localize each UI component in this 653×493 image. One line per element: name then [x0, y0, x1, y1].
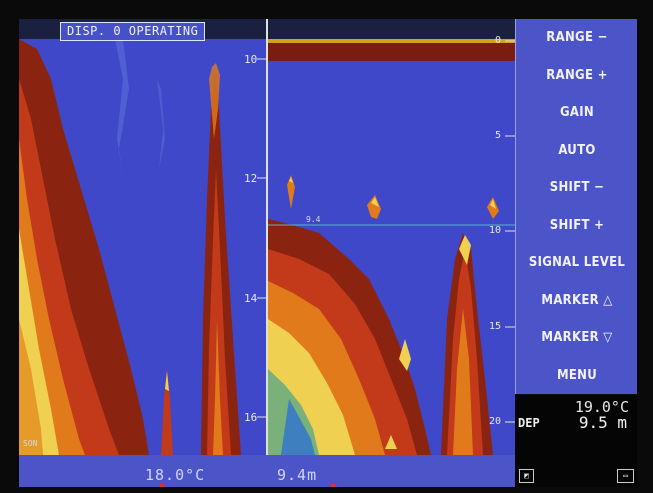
shift-plus-button[interactable]: SHIFT +: [549, 217, 605, 233]
bottom-depth: 9.4m: [277, 466, 318, 484]
gain-button[interactable]: GAIN: [560, 105, 594, 121]
panel-divider: [266, 19, 268, 455]
shift-minus-button[interactable]: SHIFT −: [549, 180, 605, 196]
right-scale-label: 10: [489, 225, 502, 236]
bottom-temperature: 18.0°C: [145, 466, 206, 484]
depth-marker: [331, 484, 335, 487]
fish-echo: [367, 195, 381, 219]
fish-echo: [487, 197, 499, 219]
fish-echo: [287, 175, 295, 209]
softkey-menu: RANGE − RANGE + GAIN AUTO SHIFT − SHIFT …: [515, 19, 637, 394]
status-label: DISP. 0 OPERATING: [60, 22, 206, 41]
temperature-marker: [160, 484, 164, 487]
signal-level-button[interactable]: SIGNAL LEVEL: [528, 255, 626, 271]
sounder-screen: DISP. 0 OPERATING 10 12 14 16 0 5 10 15 …: [19, 19, 637, 487]
transmission-line: [267, 39, 515, 61]
marker-down-button[interactable]: MARKER ▽: [541, 330, 613, 346]
water-temp-readout: 19.0°C: [574, 398, 629, 416]
unit-box-icon[interactable]: ▭: [617, 469, 634, 483]
gain-corner-label: SON: [23, 439, 38, 448]
depth-readout-panel: 19.0°C DEP 9.5 m ◩ ▭: [515, 395, 637, 487]
right-scale-label: 5: [495, 130, 502, 141]
right-scale-label: 20: [489, 416, 502, 427]
echogram-display: [19, 19, 515, 455]
vrm-depth-label: 9.4: [306, 215, 321, 224]
right-scale-label: 15: [489, 321, 502, 332]
right-scale-label: 0: [495, 35, 502, 46]
bottom-status-bar: 18.0°C 9.4m: [19, 455, 515, 487]
depth-label: DEP: [518, 416, 540, 430]
screen-mode-icon[interactable]: ◩: [519, 469, 534, 483]
menu-button[interactable]: MENU: [556, 367, 598, 383]
left-scale-label: 12: [244, 172, 258, 185]
marker-up-button[interactable]: MARKER △: [541, 292, 613, 308]
left-scale-label: 14: [244, 292, 258, 305]
left-scale-label: 16: [244, 411, 258, 424]
range-plus-button[interactable]: RANGE +: [546, 67, 608, 83]
auto-button[interactable]: AUTO: [558, 142, 596, 158]
left-scale-label: 10: [244, 53, 258, 66]
range-minus-button[interactable]: RANGE −: [546, 30, 608, 46]
depth-value: 9.5 m: [578, 413, 627, 432]
